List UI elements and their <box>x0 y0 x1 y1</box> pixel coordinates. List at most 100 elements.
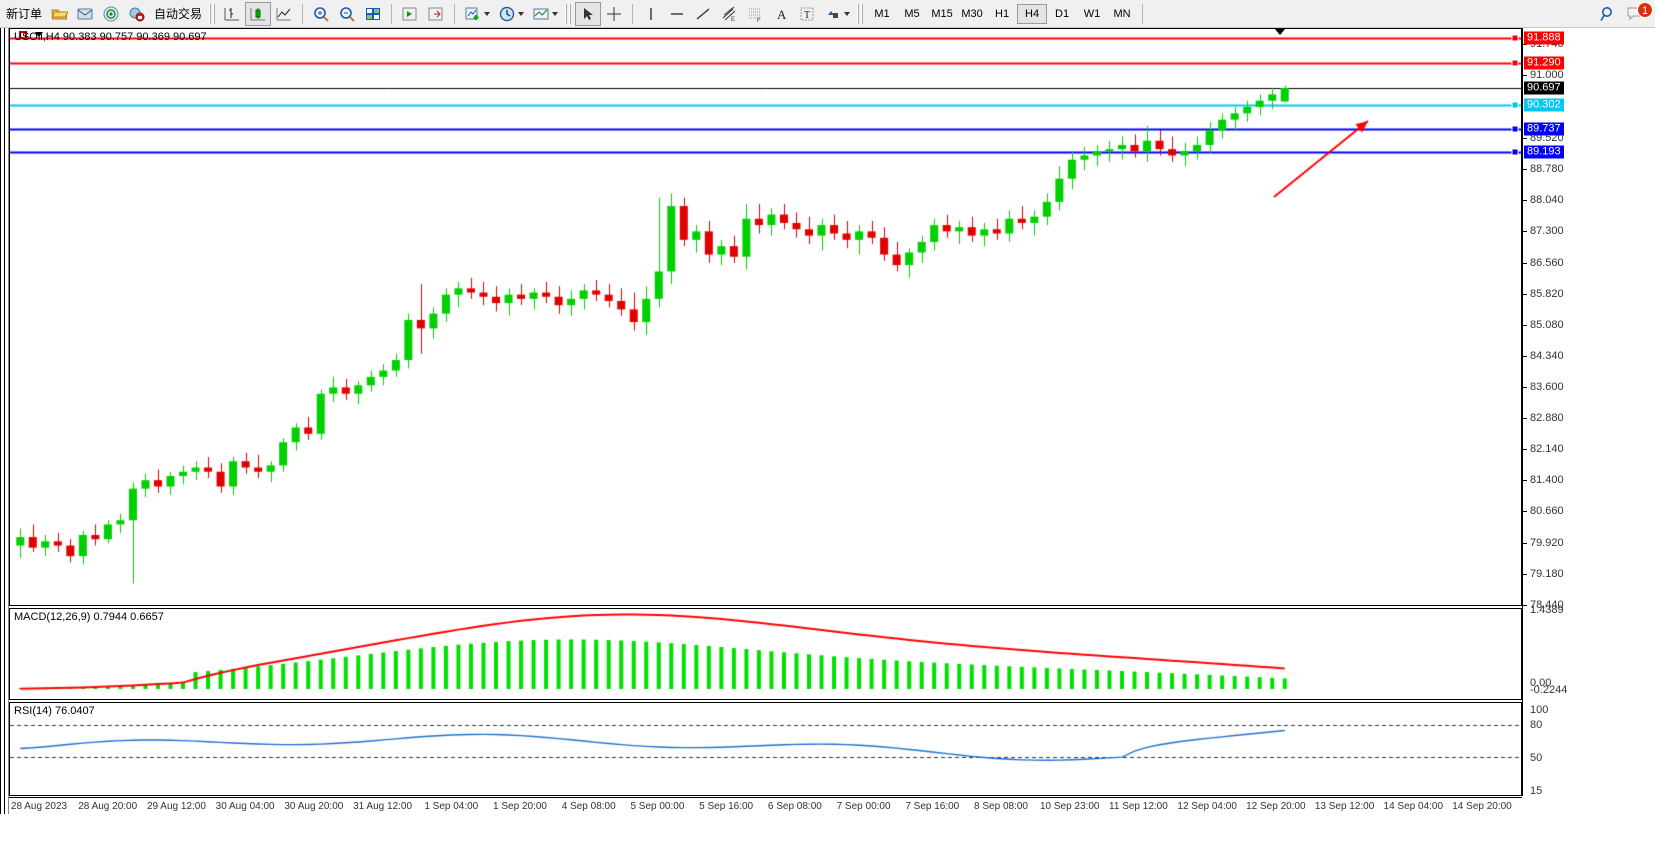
text-icon[interactable]: A <box>768 2 794 26</box>
chart-area[interactable]: USOil,H4 90.383 90.757 90.369 90.697 MAC… <box>0 28 1655 842</box>
grid-icon[interactable] <box>360 2 386 26</box>
autotrade-icon[interactable] <box>124 2 150 26</box>
toolbar-separator <box>1142 3 1144 24</box>
price-tick-label: 84.340 <box>1530 350 1564 363</box>
price-tick-label: 80.660 <box>1530 505 1564 518</box>
timeframe-m1[interactable]: M1 <box>874 7 890 20</box>
chevron-down-icon[interactable] <box>844 11 851 16</box>
chart-scroll-nub[interactable] <box>1274 28 1286 35</box>
macd-pane[interactable]: MACD(12,26,9) 0.7944 0.6657 <box>9 608 1522 700</box>
price-pane[interactable]: USOil,H4 90.383 90.757 90.369 90.697 <box>9 28 1522 606</box>
toolbar-separator <box>302 3 304 24</box>
level-handle[interactable] <box>1511 34 1519 42</box>
equidistant-channel-icon[interactable]: E <box>716 2 742 26</box>
toolbar-separator <box>391 3 393 24</box>
price-tick <box>1523 356 1527 357</box>
toolbar-grip[interactable] <box>565 3 573 24</box>
price-tick-label: 83.600 <box>1530 381 1564 394</box>
horizontal-line-icon[interactable] <box>664 2 690 26</box>
price-tick-label: 79.920 <box>1530 536 1564 549</box>
time-tick-label: 7 Sep 00:00 <box>836 801 891 812</box>
toolbar-grip[interactable] <box>857 3 865 24</box>
toolbar-separator <box>454 3 456 24</box>
alert-count-badge: 1 <box>1637 1 1653 18</box>
timeframe-w1[interactable]: W1 <box>1083 7 1101 20</box>
time-tick-label: 30 Aug 04:00 <box>215 801 275 812</box>
rsi-axis-label: 15 <box>1530 785 1543 797</box>
price-tick-label: 87.300 <box>1530 225 1564 238</box>
label-icon[interactable]: T <box>794 2 820 26</box>
zoom-out-icon[interactable] <box>334 2 360 26</box>
chevron-down-icon[interactable] <box>518 11 525 16</box>
rsi-canvas[interactable] <box>10 703 1521 795</box>
line-chart-icon[interactable] <box>271 2 297 26</box>
time-tick-label: 1 Sep 20:00 <box>493 801 547 812</box>
price-tick <box>1523 480 1527 481</box>
price-tick-label: 78.440 <box>1530 599 1564 611</box>
timeframe-h4[interactable]: H4 <box>1017 3 1048 24</box>
price-axis[interactable]: 91.74091.00089.52088.78088.04087.30086.5… <box>1511 28 1655 797</box>
zoom-in-icon[interactable] <box>308 2 334 26</box>
timeframe-m5[interactable]: M5 <box>904 7 920 20</box>
time-tick-label: 14 Sep 04:00 <box>1383 801 1444 812</box>
price-tick <box>1523 75 1527 76</box>
signal-icon[interactable] <box>98 2 124 26</box>
toolbar-grip[interactable] <box>209 3 217 24</box>
timeframe-mn[interactable]: MN <box>1113 7 1131 20</box>
price-canvas[interactable] <box>10 29 1521 605</box>
indicators-icon[interactable] <box>460 2 494 26</box>
timeframe-m30[interactable]: M30 <box>961 7 983 20</box>
crosshair-icon[interactable] <box>601 2 627 26</box>
time-axis[interactable]: 28 Aug 2023 28 Aug 20:00 29 Aug 12:00 30 Au… <box>9 797 1522 815</box>
candlestick-chart-icon[interactable] <box>245 1 272 26</box>
auto-scroll-icon[interactable] <box>423 2 449 26</box>
price-tick <box>1523 294 1527 295</box>
chart-title: USOil,H4 90.383 90.757 90.369 90.697 <box>14 31 207 43</box>
trend-line-icon[interactable] <box>690 2 716 26</box>
new-order-button[interactable]: 新订单 <box>2 2 46 26</box>
chart-anchor-handle[interactable] <box>19 31 27 39</box>
level-handle[interactable] <box>1511 101 1519 109</box>
price-tick-label: 79.180 <box>1530 567 1564 580</box>
vertical-line-icon[interactable] <box>638 2 664 26</box>
time-tick-label: 5 Sep 16:00 <box>699 801 754 812</box>
chevron-down-icon[interactable] <box>552 11 559 16</box>
macd-canvas[interactable] <box>10 609 1521 699</box>
time-tick-label: 4 Sep 08:00 <box>561 801 616 812</box>
price-marker-support[interactable]: 89.737 <box>1524 122 1564 136</box>
shapes-icon[interactable] <box>820 2 854 26</box>
rsi-axis-label: 50 <box>1530 752 1543 764</box>
level-handle[interactable] <box>1511 125 1519 133</box>
time-tick-label: 13 Sep 12:00 <box>1314 801 1375 812</box>
timeframe-d1[interactable]: D1 <box>1055 7 1070 20</box>
folder-icon[interactable] <box>46 2 72 26</box>
price-tick <box>1523 231 1527 232</box>
chevron-down-icon[interactable] <box>484 11 491 16</box>
price-marker-cyan-level[interactable]: 90.302 <box>1524 98 1564 112</box>
search-icon[interactable] <box>1595 2 1621 26</box>
fibonacci-icon[interactable]: F <box>742 2 768 26</box>
price-marker-support[interactable]: 89.193 <box>1524 145 1564 159</box>
level-handle[interactable] <box>1511 59 1519 67</box>
cursor-icon[interactable] <box>575 1 602 26</box>
clock-icon[interactable] <box>494 2 528 26</box>
price-marker-resistance[interactable]: 91.290 <box>1524 56 1564 70</box>
mailbox-icon[interactable] <box>72 2 98 26</box>
templates-icon[interactable] <box>528 2 562 26</box>
timeframe-m15[interactable]: M15 <box>931 7 953 20</box>
chart-shift-icon[interactable] <box>397 2 423 26</box>
level-handle[interactable] <box>1511 148 1519 156</box>
timeframe-h1[interactable]: H1 <box>995 7 1010 20</box>
price-tick <box>1523 138 1527 139</box>
bar-chart-icon[interactable] <box>219 2 245 26</box>
price-marker-resistance[interactable]: 91.888 <box>1524 31 1564 45</box>
price-marker-current-price[interactable]: 90.697 <box>1524 81 1564 95</box>
auto-trading-button[interactable]: 自动交易 <box>150 2 206 26</box>
alerts-icon[interactable]: 1 <box>1621 1 1655 26</box>
macd-axis-label: -0.2244 <box>1530 684 1568 696</box>
symbol-collapse-icon[interactable] <box>35 32 43 37</box>
rsi-pane[interactable]: RSI(14) 76.0407 <box>9 702 1522 796</box>
price-tick-label: 82.140 <box>1530 442 1564 455</box>
time-tick-label: 14 Sep 20:00 <box>1452 801 1512 812</box>
price-tick <box>1523 44 1527 45</box>
